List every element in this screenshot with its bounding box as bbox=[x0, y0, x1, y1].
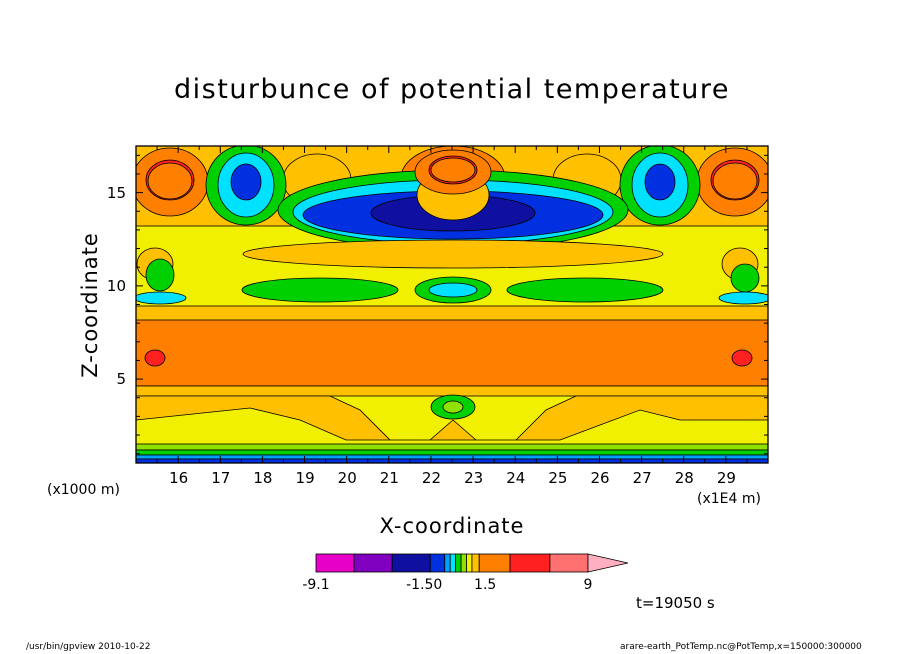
contour-region bbox=[430, 157, 476, 183]
contour-region bbox=[136, 319, 768, 387]
x-tick-label: 29 bbox=[716, 469, 736, 487]
x-tick-label: 23 bbox=[464, 469, 484, 487]
colorbar-swatch bbox=[429, 553, 446, 573]
x-tick-label: 22 bbox=[421, 469, 442, 487]
contour-region bbox=[144, 349, 166, 367]
colorbar-swatch bbox=[391, 553, 431, 573]
y-axis-label: Z-coordinate bbox=[78, 232, 102, 378]
colorbar-label: -9.1 bbox=[302, 577, 330, 593]
contour-region bbox=[644, 163, 676, 201]
x-axis-label: X-coordinate bbox=[379, 514, 525, 538]
contour-region bbox=[731, 349, 753, 367]
axis-ticks bbox=[135, 146, 769, 463]
contour-region bbox=[145, 258, 175, 292]
contour-fills bbox=[136, 146, 768, 463]
contour-region bbox=[136, 443, 768, 451]
x-tick-label: 21 bbox=[379, 469, 399, 487]
contour-region bbox=[230, 163, 262, 201]
contour-region bbox=[136, 385, 768, 397]
contour-region bbox=[136, 449, 768, 456]
time-label: t=19050 s bbox=[636, 594, 715, 612]
contour-region bbox=[147, 162, 193, 200]
colorbar-swatch bbox=[460, 553, 467, 573]
colorbar-swatch bbox=[478, 553, 511, 573]
contour-region bbox=[136, 454, 768, 460]
x-tick-label: 18 bbox=[253, 469, 273, 487]
chart-title: disturbunce of potential temperature bbox=[174, 74, 730, 105]
contour-region bbox=[442, 400, 464, 414]
colorbar-swatch bbox=[509, 553, 551, 573]
y-axis-unit: (x1000 m) bbox=[47, 482, 120, 498]
x-tick-label: 24 bbox=[506, 469, 526, 487]
x-tick-label: 27 bbox=[632, 469, 652, 487]
colorbar-label: -1.50 bbox=[406, 577, 443, 593]
contour-region bbox=[136, 291, 187, 305]
contour-region bbox=[241, 277, 399, 303]
colorbar-swatch bbox=[549, 553, 589, 573]
y-tick-label: 5 bbox=[116, 370, 126, 389]
contour-region bbox=[242, 239, 664, 269]
colorbar-swatch bbox=[455, 553, 462, 573]
x-tick-label: 26 bbox=[590, 469, 610, 487]
colorbar-swatch bbox=[315, 553, 355, 573]
contour-region bbox=[718, 291, 768, 305]
x-tick-label: 25 bbox=[548, 469, 568, 487]
x-axis-unit: (x1E4 m) bbox=[697, 491, 761, 507]
contour-region bbox=[506, 277, 664, 303]
contour-region bbox=[428, 282, 478, 298]
x-tick-label: 20 bbox=[337, 469, 357, 487]
contour-region bbox=[712, 162, 758, 200]
colorbar-swatch bbox=[449, 553, 457, 573]
colorbar-extend bbox=[587, 553, 629, 573]
colorbar-swatch bbox=[353, 553, 393, 573]
contour-region bbox=[730, 263, 760, 293]
colorbar bbox=[315, 553, 629, 573]
y-tick-label: 15 bbox=[106, 183, 126, 202]
contour-region bbox=[136, 395, 768, 441]
footer-source: arare-earth_PotTemp.nc@PotTemp,x=150000:… bbox=[620, 642, 862, 652]
colorbar-label: 1.5 bbox=[474, 577, 497, 593]
colorbar-swatch bbox=[466, 553, 473, 573]
footer-program: /usr/bin/gpview 2010-10-22 bbox=[26, 642, 151, 652]
x-tick-label: 16 bbox=[169, 469, 189, 487]
x-tick-label: 17 bbox=[211, 469, 231, 487]
colorbar-label: 9 bbox=[583, 577, 593, 593]
y-tick-label: 10 bbox=[106, 276, 126, 295]
colorbar-swatch bbox=[471, 553, 480, 573]
x-tick-label: 19 bbox=[295, 469, 315, 487]
colorbar-swatch bbox=[444, 553, 451, 573]
x-tick-label: 28 bbox=[674, 469, 694, 487]
